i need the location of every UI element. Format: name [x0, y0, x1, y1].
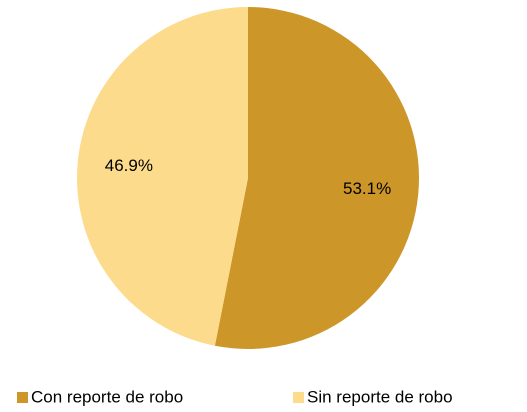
pie-slice — [76, 7, 248, 346]
data-label: 46.9% — [105, 156, 153, 175]
legend-swatch — [17, 392, 28, 403]
legend-label: Sin reporte de robo — [307, 387, 453, 406]
legend-swatch — [293, 392, 304, 403]
legend-label: Con reporte de robo — [31, 387, 183, 406]
data-label: 53.1% — [343, 179, 391, 198]
pie-slice — [214, 7, 419, 349]
